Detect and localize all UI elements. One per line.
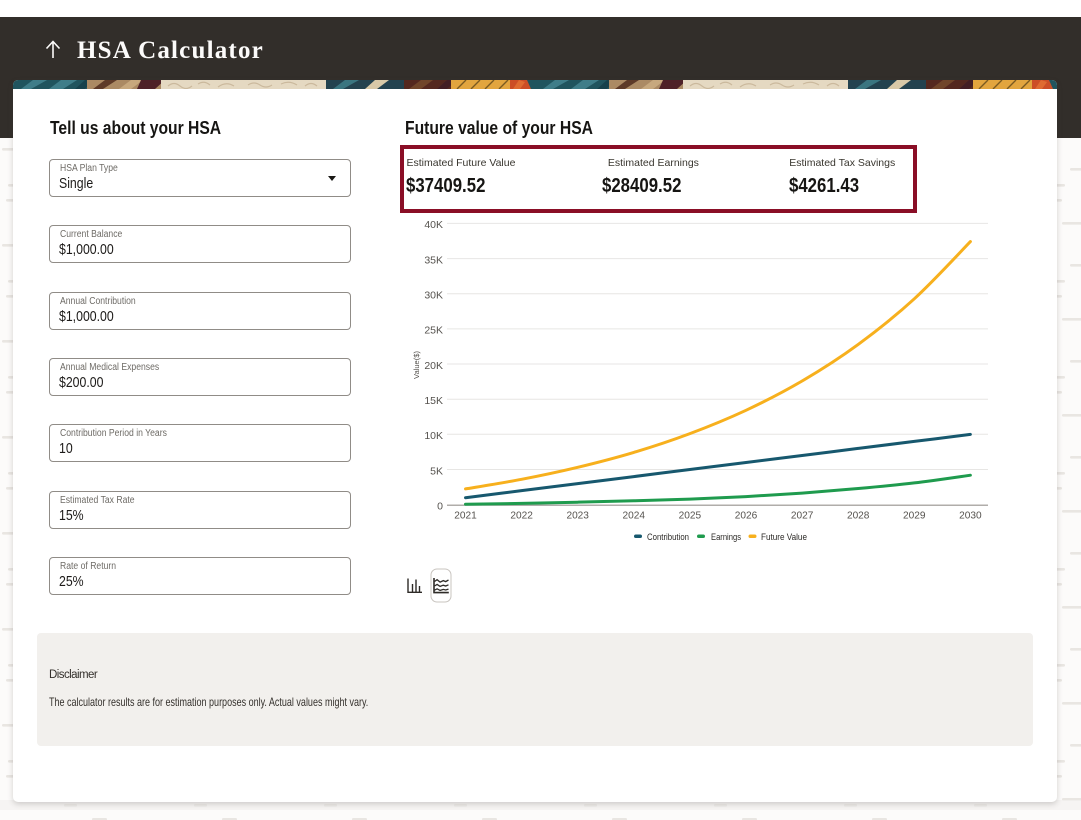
svg-text:40K: 40K	[424, 219, 443, 231]
svg-text:2022: 2022	[510, 510, 533, 522]
svg-text:2026: 2026	[735, 510, 758, 522]
svg-text:2023: 2023	[566, 510, 589, 522]
svg-text:30K: 30K	[424, 290, 443, 302]
svg-text:Value($): Value($)	[412, 350, 421, 379]
svg-text:10K: 10K	[424, 430, 443, 442]
svg-text:2028: 2028	[847, 510, 870, 522]
svg-text:Future Value: Future Value	[761, 532, 807, 543]
svg-text:2025: 2025	[679, 510, 702, 522]
svg-text:20K: 20K	[424, 360, 443, 372]
svg-text:15K: 15K	[424, 395, 443, 407]
svg-text:Earnings: Earnings	[711, 532, 741, 543]
svg-text:35K: 35K	[424, 254, 443, 266]
svg-text:5K: 5K	[430, 465, 443, 477]
svg-text:2027: 2027	[791, 510, 814, 522]
svg-text:2029: 2029	[903, 510, 926, 522]
svg-text:25K: 25K	[424, 325, 443, 337]
svg-text:2024: 2024	[623, 510, 646, 522]
svg-text:2021: 2021	[454, 510, 477, 522]
svg-text:Contribution: Contribution	[647, 532, 689, 543]
svg-text:0: 0	[437, 501, 443, 513]
svg-text:2030: 2030	[959, 510, 982, 522]
